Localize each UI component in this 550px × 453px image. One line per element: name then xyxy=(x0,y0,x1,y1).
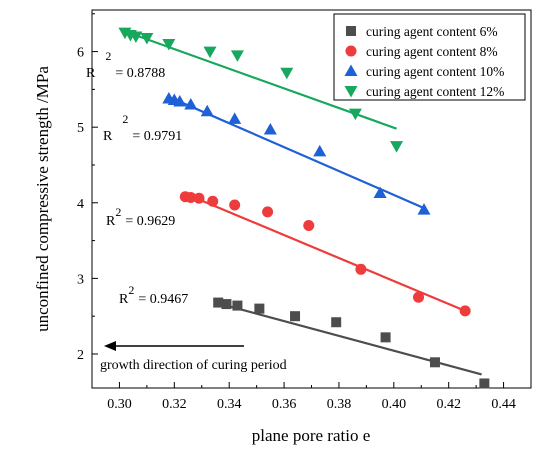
r2-exponent: 2 xyxy=(115,205,121,219)
r2-symbol: R xyxy=(103,129,113,144)
r2-label-series-0: R2 = 0.9467 xyxy=(119,283,188,307)
data-point-series-0 xyxy=(290,311,301,322)
x-tick-label: 0.44 xyxy=(491,397,516,412)
legend-marker-series-1 xyxy=(345,45,357,57)
r2-exponent: 2 xyxy=(105,49,111,63)
fit-line-series-1 xyxy=(184,192,466,312)
r2-label-series-3: R2 = 0.8788 xyxy=(86,49,165,81)
r2-symbol: R xyxy=(119,292,129,307)
data-point-series-2 xyxy=(417,203,431,215)
data-point-series-3 xyxy=(230,50,244,62)
legend-label-series-1: curing agent content 8% xyxy=(366,44,498,59)
data-point-series-1 xyxy=(413,291,425,303)
x-tick-label: 0.32 xyxy=(162,397,187,412)
legend-marker-series-2 xyxy=(344,64,358,76)
x-tick-label: 0.30 xyxy=(107,397,132,412)
r2-label-series-1: R2 = 0.9629 xyxy=(106,205,175,229)
legend: curing agent content 6% curing agent cont… xyxy=(333,13,526,101)
data-points xyxy=(118,27,490,389)
x-tick-label: 0.38 xyxy=(327,397,352,412)
r2-value: = 0.9629 xyxy=(125,214,175,229)
data-point-series-1 xyxy=(303,219,315,231)
data-point-series-1 xyxy=(459,305,471,317)
x-tick-label: 0.42 xyxy=(436,397,461,412)
legend-marker-series-3 xyxy=(344,86,358,98)
data-point-series-2 xyxy=(313,144,327,157)
data-point-series-0 xyxy=(232,300,243,311)
y-tick-label: 5 xyxy=(77,121,84,136)
data-point-series-0 xyxy=(254,303,265,314)
data-point-series-3 xyxy=(390,141,404,153)
data-point-series-1 xyxy=(229,199,241,211)
annotation-text: growth direction of curing period xyxy=(100,358,287,373)
r2-exponent: 2 xyxy=(122,112,128,126)
y-tick-label: 6 xyxy=(77,46,84,61)
x-tick-label: 0.36 xyxy=(272,397,297,412)
data-point-series-2 xyxy=(173,94,187,107)
curing-period-annotation: growth direction of curing period xyxy=(100,341,287,373)
data-point-series-2 xyxy=(263,122,277,135)
r2-exponent: 2 xyxy=(128,283,134,297)
r2-value: = 0.8788 xyxy=(115,66,165,81)
legend-marker-series-0 xyxy=(346,26,356,36)
data-point-series-0 xyxy=(380,332,391,343)
data-point-series-0 xyxy=(429,357,440,368)
data-point-series-3 xyxy=(129,31,143,43)
x-axis-label: plane pore ratio e xyxy=(252,426,370,445)
data-point-series-3 xyxy=(203,46,217,59)
data-point-series-1 xyxy=(185,191,197,203)
data-point-series-2 xyxy=(228,112,242,124)
y-tick-label: 4 xyxy=(77,197,84,212)
y-tick-label: 2 xyxy=(77,348,84,363)
r2-value: = 0.9467 xyxy=(138,292,188,307)
axes: 0.30 0.32 0.34 0.36 0.38 0.40 0.42 0.44 2 3 4 5 6 xyxy=(77,13,516,412)
legend-box xyxy=(333,13,526,101)
r2-symbol: R xyxy=(86,66,96,81)
data-point-series-1 xyxy=(207,195,219,207)
data-point-series-1 xyxy=(193,192,205,204)
data-point-series-3 xyxy=(140,32,154,45)
data-point-series-3 xyxy=(280,67,294,80)
data-point-series-0 xyxy=(331,317,342,328)
y-axis-label: unconfined compressive strength /MPa xyxy=(33,66,52,332)
data-point-series-3 xyxy=(348,108,362,121)
legend-label-series-0: curing agent content 6% xyxy=(366,24,498,39)
x-tick-label: 0.40 xyxy=(382,397,407,412)
r2-value: = 0.9791 xyxy=(132,129,182,144)
data-point-series-0 xyxy=(479,378,490,389)
data-point-series-2 xyxy=(200,104,214,117)
x-tick-label: 0.34 xyxy=(217,397,242,412)
annotation-arrow-head xyxy=(104,341,116,351)
data-point-series-2 xyxy=(373,186,387,198)
data-point-series-1 xyxy=(262,206,274,218)
data-point-series-0 xyxy=(213,297,224,308)
r2-label-series-2: R2 = 0.9791 xyxy=(103,112,182,144)
legend-label-series-3: curing agent content 12% xyxy=(366,84,504,99)
data-point-series-0 xyxy=(221,299,232,310)
data-point-series-3 xyxy=(162,39,176,51)
legend-label-series-2: curing agent content 10% xyxy=(366,64,504,79)
data-point-series-2 xyxy=(184,98,198,110)
r2-symbol: R xyxy=(106,214,116,229)
y-tick-label: 3 xyxy=(77,272,84,287)
data-point-series-1 xyxy=(355,263,367,275)
